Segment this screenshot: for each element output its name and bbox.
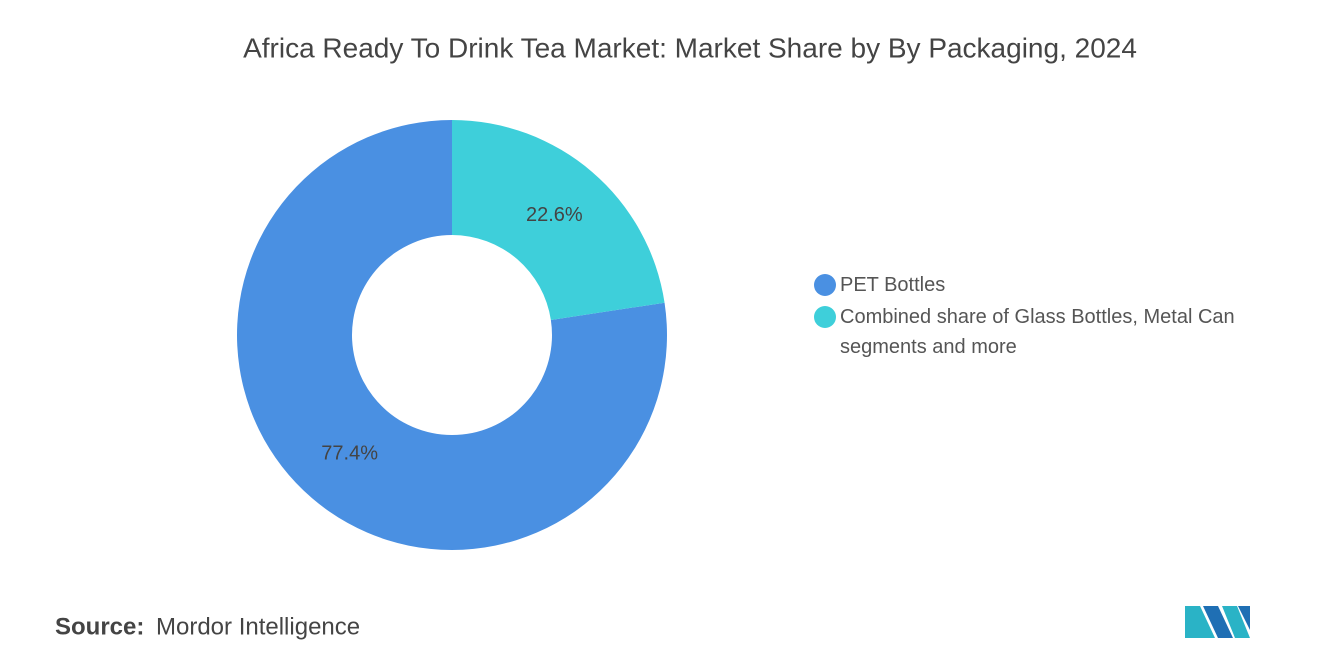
logo <box>1185 606 1250 638</box>
source: Mordor Intelligence <box>156 613 360 640</box>
source-label: Source: <box>55 613 144 640</box>
chart-title: Africa Ready To Drink Tea Market: Market… <box>243 32 1137 63</box>
legend-label: Combined share of Glass Bottles, Metal C… <box>840 306 1235 358</box>
donut: 77.4% 22.6% <box>236 120 668 551</box>
data-label: 77.4% <box>321 442 378 464</box>
legend-item: PET Bottles <box>840 274 946 296</box>
legend-item: Combined share of Glass Bottles, Metal C… <box>840 306 1235 358</box>
legend-marker <box>814 274 836 296</box>
data-label: 22.6% <box>526 204 583 226</box>
donut-slice <box>236 120 668 551</box>
donut-slice <box>452 120 665 320</box>
legend-marker <box>814 306 836 328</box>
legend: PET Bottles Combined share of Glass Bottl… <box>814 274 1235 358</box>
legend-label: PET Bottles <box>840 274 946 296</box>
